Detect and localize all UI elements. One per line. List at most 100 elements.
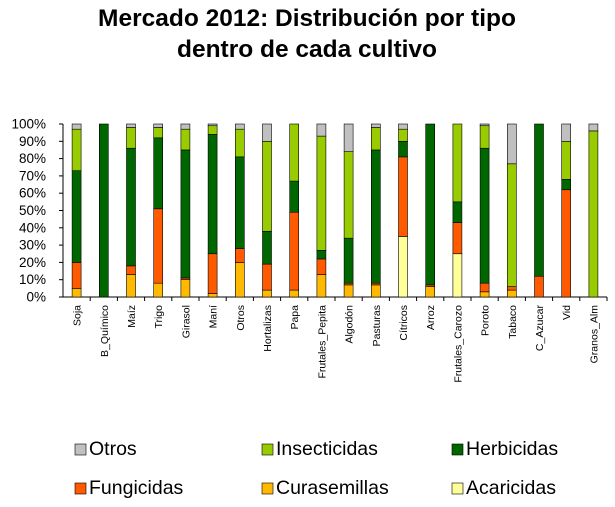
bar-segment bbox=[235, 123, 245, 130]
chart-title-line-2: dentro de cada cultivo bbox=[177, 36, 437, 63]
legend-label: Otros bbox=[89, 438, 137, 460]
bar-segment bbox=[180, 123, 191, 130]
bar-segment bbox=[343, 151, 354, 239]
bar-segment bbox=[398, 156, 408, 237]
x-category-label: Trigo bbox=[153, 305, 165, 329]
bar-segment bbox=[289, 180, 300, 213]
bar-segment bbox=[235, 128, 245, 158]
bar-segment bbox=[561, 123, 572, 142]
bar-segment bbox=[99, 123, 109, 298]
bar-segment bbox=[235, 156, 245, 249]
bar-segment bbox=[343, 237, 354, 284]
bar-segment bbox=[289, 289, 300, 298]
bar-segment bbox=[126, 147, 136, 267]
bar-segment bbox=[370, 123, 381, 128]
bar-segment bbox=[479, 282, 490, 293]
bar-segment bbox=[153, 282, 163, 298]
bar-segment bbox=[316, 123, 327, 137]
x-category-label: Cítricos bbox=[398, 305, 410, 341]
legend-swatch bbox=[74, 482, 87, 495]
x-category-label: Tabaco bbox=[507, 305, 519, 339]
bar-segment bbox=[207, 293, 218, 298]
bar-segment bbox=[343, 123, 354, 152]
bar-segment bbox=[561, 141, 572, 180]
bar-segment bbox=[479, 291, 490, 298]
legend: Otros Insecticidas Herbicidas Fungicidas Cur… bbox=[74, 438, 558, 499]
y-tick-label: 70% bbox=[19, 168, 46, 183]
x-category-label: Poroto bbox=[480, 305, 492, 336]
bar-segment bbox=[316, 249, 327, 260]
bar-segment bbox=[506, 289, 517, 298]
bar-segment bbox=[207, 134, 218, 255]
bar-segment bbox=[262, 141, 272, 232]
x-category-label: Papa bbox=[289, 305, 301, 330]
bar-segment bbox=[235, 262, 245, 298]
bar-segment bbox=[262, 123, 272, 142]
y-tick-label: 80% bbox=[19, 151, 46, 166]
bar-segment bbox=[126, 265, 136, 275]
bar-segment bbox=[370, 284, 381, 298]
bar-segment bbox=[343, 284, 354, 298]
bar-segment bbox=[588, 130, 599, 298]
bar-segment bbox=[153, 208, 163, 284]
bar-segment bbox=[153, 127, 163, 139]
bar-segment bbox=[316, 274, 327, 298]
bar-segment bbox=[71, 123, 82, 130]
bar-segment bbox=[452, 201, 463, 223]
y-tick-label: 100% bbox=[11, 117, 46, 132]
legend-swatch bbox=[451, 482, 464, 495]
x-category-label: Arroz bbox=[425, 305, 437, 330]
y-tick-label: 90% bbox=[19, 134, 46, 149]
x-category-label: Granos_Alm bbox=[588, 305, 600, 364]
bar-segment bbox=[506, 286, 517, 291]
bar-segment bbox=[561, 179, 572, 191]
x-category-label: Girasol bbox=[180, 305, 192, 338]
x-category-label: Maní bbox=[208, 305, 220, 328]
bar-segment bbox=[126, 123, 136, 128]
bar-segment bbox=[398, 128, 408, 142]
bar-segment bbox=[289, 123, 300, 182]
bar-segment bbox=[479, 123, 490, 127]
bar-segment bbox=[506, 123, 517, 165]
bar-segment bbox=[425, 286, 436, 298]
legend-label: Curasemillas bbox=[276, 477, 389, 499]
x-category-label: Hortalizas bbox=[262, 305, 274, 352]
x-category-label: Vid bbox=[561, 305, 573, 320]
bar-segment bbox=[262, 230, 272, 265]
bar-segment bbox=[71, 288, 82, 298]
bar-segment bbox=[180, 279, 191, 298]
bar-segment bbox=[316, 135, 327, 251]
x-category-label: Frutales_Pepita bbox=[316, 305, 328, 379]
bar-segment bbox=[262, 263, 272, 291]
bar-segment bbox=[534, 123, 544, 277]
bar-segment bbox=[316, 258, 327, 275]
legend-swatch bbox=[74, 443, 87, 456]
bar-segment bbox=[71, 262, 82, 289]
bar-segment bbox=[262, 289, 272, 298]
bar-segment bbox=[370, 149, 381, 284]
chart-title-line-1: Mercado 2012: Distribución por tipo bbox=[98, 5, 516, 32]
bar-segment bbox=[126, 127, 136, 149]
x-category-label: Pasturas bbox=[371, 305, 383, 346]
bar-segment bbox=[561, 189, 572, 298]
y-tick-label: 30% bbox=[19, 238, 46, 253]
bar-segment bbox=[479, 147, 490, 284]
x-category-label: Soja bbox=[72, 305, 84, 326]
bar-segment bbox=[452, 253, 463, 298]
legend-swatch bbox=[451, 443, 464, 456]
legend-label: Insecticidas bbox=[276, 438, 378, 460]
bar-segment bbox=[425, 123, 436, 286]
y-tick-label: 50% bbox=[19, 203, 46, 218]
bar-segment bbox=[398, 141, 408, 158]
bar-segment bbox=[71, 170, 82, 263]
bar-segment bbox=[180, 128, 191, 151]
bar-segment bbox=[398, 236, 408, 298]
legend-label: Herbicidas bbox=[466, 438, 558, 460]
legend-swatch bbox=[261, 443, 274, 456]
bar-segment bbox=[207, 123, 218, 127]
y-tick-label: 20% bbox=[19, 255, 46, 270]
bar-segment bbox=[479, 125, 490, 149]
bar-segment bbox=[180, 149, 191, 279]
x-category-label: Frutales_Carozo bbox=[452, 305, 464, 383]
